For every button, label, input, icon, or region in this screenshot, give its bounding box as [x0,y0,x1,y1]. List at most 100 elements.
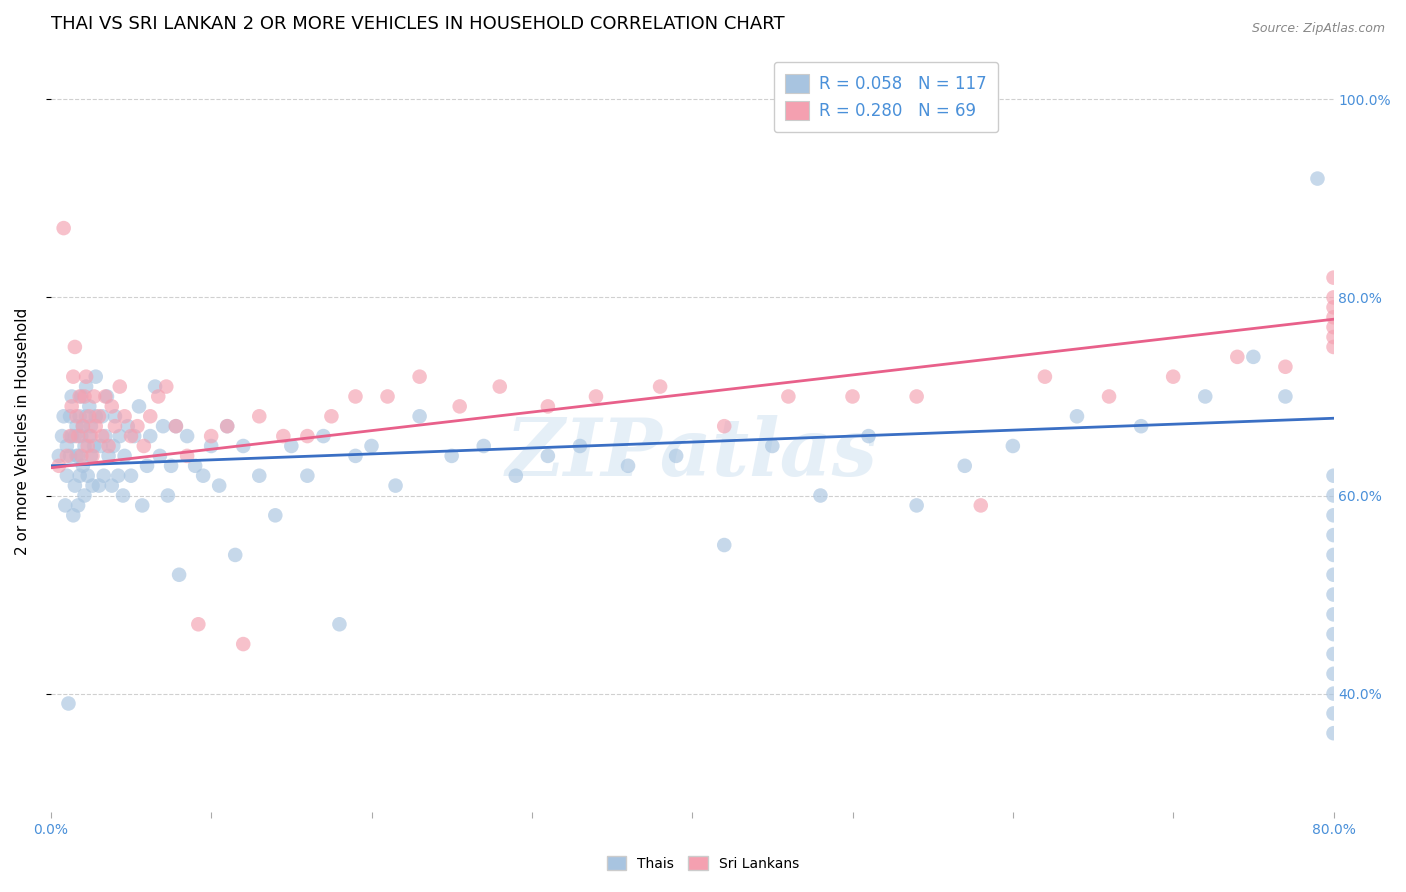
Point [67,499,90,513]
Point [132,439,155,453]
Point [200,429,222,443]
Text: ZIPatlas: ZIPatlas [506,416,879,492]
Point [264,508,287,523]
Point [1274,359,1296,374]
Point [1322,528,1344,542]
Point [713,419,735,434]
Point [1066,409,1088,424]
Point [84,409,107,424]
Point [83,389,105,403]
Point [208,478,231,492]
Point [1322,706,1344,721]
Point [73,489,96,503]
Point [72,419,94,434]
Point [665,449,688,463]
Point [1322,588,1344,602]
Point [94,429,117,443]
Point [149,449,172,463]
Point [1226,350,1249,364]
Point [53,499,76,513]
Point [232,637,254,651]
Point [111,489,134,503]
Point [176,449,198,463]
Point [65,449,87,463]
Point [80,449,103,463]
Point [69,468,91,483]
Point [761,439,783,453]
Point [312,429,335,443]
Point [48,458,70,473]
Point [328,617,350,632]
Point [62,369,84,384]
Point [537,449,560,463]
Point [160,458,183,473]
Point [1322,290,1344,304]
Point [72,458,94,473]
Point [187,617,209,632]
Point [52,409,75,424]
Point [63,340,86,354]
Legend: R = 0.058   N = 117, R = 0.280   N = 69: R = 0.058 N = 117, R = 0.280 N = 69 [773,62,998,132]
Point [1033,369,1056,384]
Point [143,379,166,393]
Point [59,409,82,424]
Point [472,439,495,453]
Point [297,429,319,443]
Point [280,439,302,453]
Point [384,478,406,492]
Point [62,508,84,523]
Point [76,439,98,453]
Point [165,419,187,434]
Point [217,419,239,434]
Point [1322,489,1344,503]
Text: Source: ZipAtlas.com: Source: ZipAtlas.com [1251,22,1385,36]
Point [128,400,150,414]
Point [360,439,382,453]
Point [585,389,607,403]
Point [377,389,399,403]
Point [1130,419,1153,434]
Point [67,429,90,443]
Point [1274,389,1296,403]
Point [70,389,93,403]
Point [87,409,110,424]
Point [232,439,254,453]
Point [51,429,73,443]
Point [224,548,246,562]
Point [1001,439,1024,453]
Point [505,468,527,483]
Point [1241,350,1264,364]
Point [60,400,83,414]
Point [48,449,70,463]
Point [247,468,270,483]
Point [80,429,103,443]
Point [810,489,832,503]
Point [107,468,129,483]
Point [52,221,75,235]
Point [1322,301,1344,315]
Point [82,478,104,492]
Point [56,449,79,463]
Point [80,419,103,434]
Point [139,429,162,443]
Point [970,499,993,513]
Point [217,419,239,434]
Point [100,478,122,492]
Point [1322,508,1344,523]
Point [72,419,94,434]
Point [67,449,90,463]
Point [93,468,115,483]
Point [82,449,104,463]
Point [537,400,560,414]
Point [1194,389,1216,403]
Point [1322,666,1344,681]
Point [65,409,87,424]
Point [104,419,127,434]
Point [1322,330,1344,344]
Point [75,379,97,393]
Point [449,400,471,414]
Point [104,409,127,424]
Point [58,697,80,711]
Point [91,429,114,443]
Point [408,409,430,424]
